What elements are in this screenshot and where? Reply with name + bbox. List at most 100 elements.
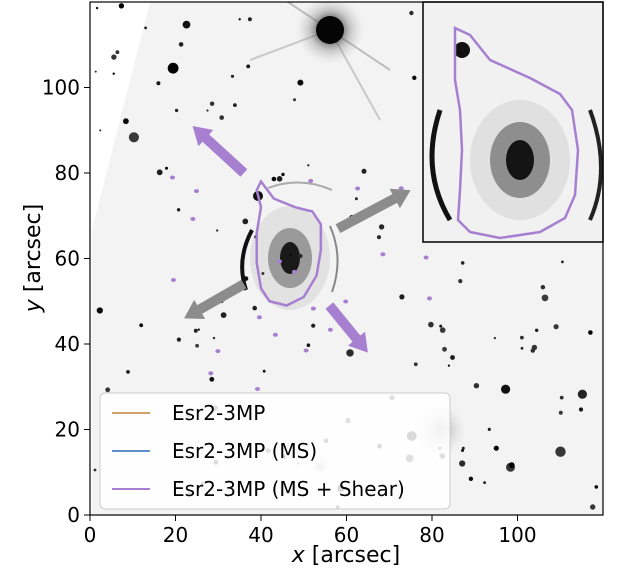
x-axis-label: x [arcsec] (291, 543, 400, 568)
legend-entry: Esr2-3MP (MS) (172, 439, 317, 463)
y-tick-label: 40 (55, 332, 80, 356)
field-object (206, 109, 209, 112)
field-object (144, 26, 148, 30)
field-object (123, 118, 129, 125)
y-axis-ticks: 0 20 40 60 80 100 (42, 76, 90, 527)
field-object (540, 285, 546, 290)
field-object (460, 261, 465, 265)
field-object (197, 328, 200, 331)
field-object (276, 176, 283, 182)
field-object (112, 72, 115, 75)
field-object (271, 176, 277, 182)
field-object (209, 101, 215, 106)
bright-star (249, 2, 391, 121)
field-object (413, 362, 418, 367)
field-object (558, 410, 563, 415)
field-object (376, 235, 382, 240)
field-object (588, 330, 593, 335)
field-object (590, 504, 596, 510)
field-object (289, 253, 292, 256)
field-object (111, 54, 117, 60)
field-object (167, 62, 179, 74)
field-object (95, 6, 99, 10)
legend: Esr2-3MP Esr2-3MP (MS) Esr2-3MP (MS + Shea… (99, 392, 451, 510)
field-object (105, 387, 111, 393)
field-object (535, 328, 539, 332)
field-object (230, 74, 235, 78)
field-object (182, 20, 191, 29)
field-object (212, 336, 216, 340)
purple-knot (190, 217, 196, 221)
field-object (493, 445, 499, 451)
field-object (428, 321, 434, 328)
field-object (118, 3, 125, 9)
field-object (354, 197, 358, 201)
purple-knot (291, 269, 297, 274)
inset-critical-curve (453, 26, 580, 240)
field-object (520, 335, 524, 340)
field-object (297, 79, 304, 86)
purple-knot (310, 306, 316, 311)
field-object (93, 468, 97, 472)
field-object (293, 98, 296, 102)
field-object (439, 327, 446, 333)
purple-knot (327, 327, 333, 332)
field-object (473, 383, 480, 389)
x-tick-label: 60 (334, 523, 359, 547)
field-object (247, 17, 252, 22)
field-object (311, 323, 316, 328)
purple-knot (423, 255, 429, 260)
field-object (594, 485, 599, 489)
field-object (459, 460, 466, 467)
purple-knot (215, 349, 221, 354)
field-object (439, 324, 443, 328)
field-object (238, 18, 241, 21)
field-object (468, 476, 474, 481)
field-object (246, 64, 251, 69)
purple-knot (380, 252, 386, 257)
purple-knot (308, 178, 314, 183)
field-object (501, 384, 511, 394)
purple-knot (272, 332, 278, 337)
field-object (306, 343, 311, 348)
y-tick-label: 20 (55, 418, 80, 442)
direction-arrow (335, 188, 411, 233)
purple-knot (343, 299, 349, 304)
field-object (298, 253, 303, 259)
field-object (99, 129, 102, 132)
field-object (252, 305, 257, 311)
field-object (399, 294, 405, 300)
field-object (96, 307, 103, 314)
x-tick-label: 40 (248, 523, 273, 547)
legend-entry: Esr2-3MP (MS + Shear) (172, 477, 405, 501)
x-axis-ticks: 0 20 40 60 80 100 (84, 515, 537, 547)
field-object (450, 355, 455, 360)
field-object (520, 346, 524, 350)
zoom-inset (422, 1, 604, 243)
field-object (447, 364, 450, 367)
field-object (555, 446, 566, 457)
field-object (233, 103, 237, 107)
field-object (409, 10, 414, 16)
x-tick-label: 20 (163, 523, 188, 547)
field-object (193, 328, 198, 333)
field-object (508, 462, 515, 469)
purple-knot (255, 387, 260, 391)
field-object (115, 50, 120, 55)
field-object (561, 260, 564, 264)
field-object (176, 208, 181, 212)
field-object (94, 70, 97, 73)
direction-arrow (192, 126, 248, 177)
purple-knot (303, 348, 309, 353)
field-object (577, 389, 588, 399)
field-object (346, 349, 354, 357)
field-object (156, 169, 163, 176)
y-tick-label: 0 (67, 503, 80, 527)
field-object (493, 336, 497, 340)
x-tick-label: 0 (84, 523, 97, 547)
field-object (219, 115, 224, 120)
field-object (262, 369, 266, 373)
purple-knot (208, 371, 214, 376)
field-object (165, 166, 168, 170)
purple-knot (355, 186, 361, 191)
